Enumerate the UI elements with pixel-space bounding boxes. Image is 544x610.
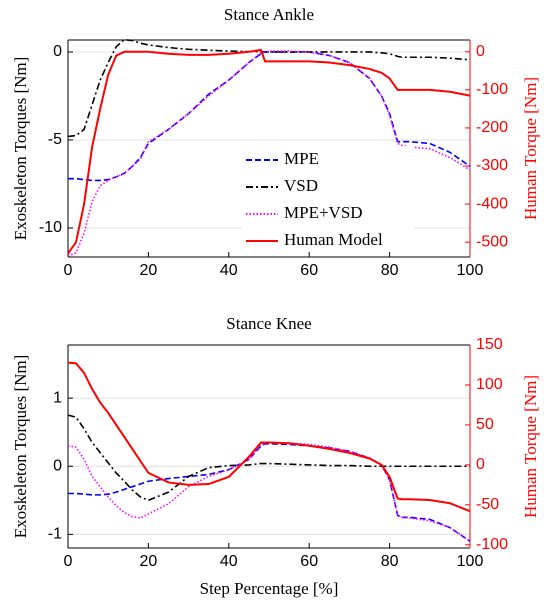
x-tick-label: 60: [300, 262, 318, 279]
x-tick-label: 40: [220, 262, 238, 279]
y2-tick-label: -100: [476, 81, 508, 98]
x-axis-label: Step Percentage [%]: [200, 579, 339, 598]
series-line: [67, 38, 471, 138]
legend-label: VSD: [284, 176, 318, 195]
series-line: [67, 361, 471, 513]
x-tick-label: 20: [140, 262, 158, 279]
x-tick-label: 0: [64, 262, 73, 279]
y2-tick-label: 50: [476, 416, 494, 433]
y-axis-label: Exoskeleton Torques [Nm]: [11, 57, 30, 241]
x-tick-label: 0: [64, 553, 73, 570]
y2-tick-label: -400: [476, 195, 508, 212]
y-tick-label: 0: [53, 457, 62, 474]
x-tick-label: 80: [381, 262, 399, 279]
series-line: [67, 414, 470, 502]
y2-tick-label: -50: [476, 496, 499, 513]
legend-box: [242, 146, 414, 252]
y2-axis-label: Human Torque [Nm]: [521, 77, 540, 220]
y-tick-label: -10: [39, 219, 62, 236]
legend-label: MPE: [284, 149, 319, 168]
series-line: [67, 50, 471, 257]
series-line: [68, 442, 471, 542]
legend-label: MPE+VSD: [284, 203, 363, 222]
y-tick-label: -1: [48, 526, 62, 543]
legend-label: Human Model: [284, 230, 383, 249]
y2-tick-label: -100: [476, 536, 508, 553]
y-tick-label: -5: [48, 131, 62, 148]
y2-tick-label: 0: [476, 456, 485, 473]
y2-axis-label: Human Torque [Nm]: [521, 375, 540, 518]
y2-tick-label: -200: [476, 119, 508, 136]
chart-title: Stance Knee: [226, 314, 311, 333]
series-line: [67, 48, 471, 255]
y-tick-label: 0: [53, 43, 62, 60]
x-tick-label: 20: [140, 553, 158, 570]
x-tick-label: 100: [457, 553, 484, 570]
y2-tick-label: -500: [476, 233, 508, 250]
y2-tick-label: -300: [476, 157, 508, 174]
x-tick-label: 80: [381, 553, 399, 570]
series-line: [67, 441, 471, 542]
y2-tick-label: 100: [476, 376, 503, 393]
x-tick-label: 60: [300, 553, 318, 570]
x-tick-label: 40: [220, 553, 238, 570]
x-tick-label: 100: [457, 262, 484, 279]
y2-tick-label: 0: [476, 43, 485, 60]
chart-title: Stance Ankle: [224, 5, 314, 24]
y2-tick-label: 150: [476, 336, 503, 353]
y-tick-label: 1: [53, 389, 62, 406]
y-axis-label: Exoskeleton Torques [Nm]: [11, 355, 30, 539]
